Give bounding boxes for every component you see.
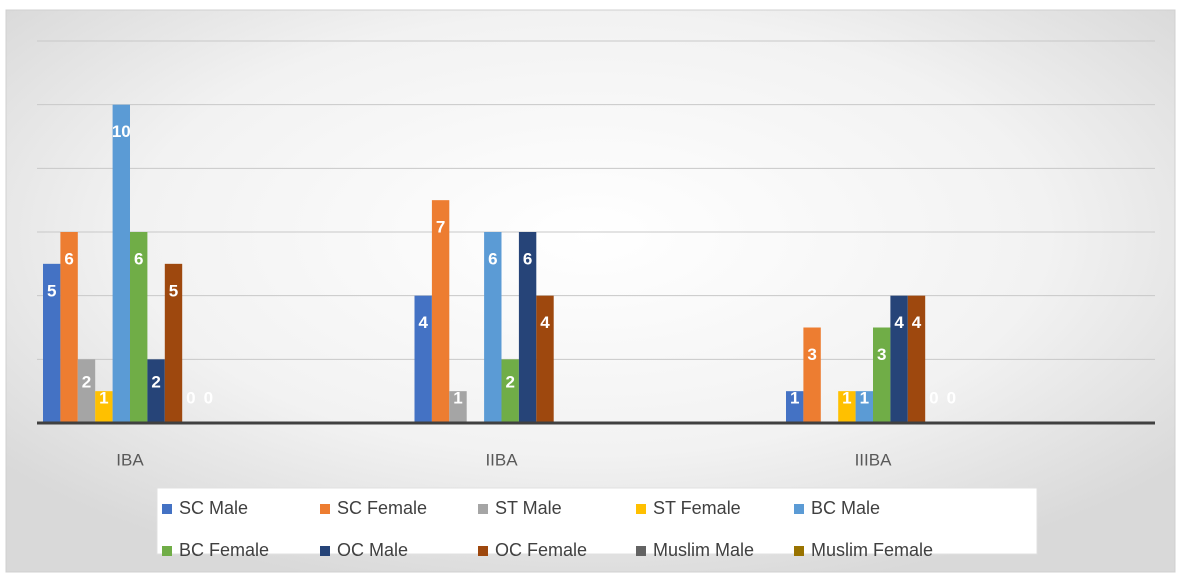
value-label: 4 <box>894 313 904 332</box>
legend-swatch <box>320 546 330 556</box>
value-label: 3 <box>807 345 816 364</box>
legend-label: Muslim Male <box>653 540 754 560</box>
value-label: 5 <box>47 281 56 300</box>
bar <box>449 391 467 423</box>
legend-box <box>156 487 1038 555</box>
bar <box>77 359 96 423</box>
value-label: 4 <box>540 313 550 332</box>
chart-area <box>5 9 1176 573</box>
value-label: 4 <box>418 313 428 332</box>
bar <box>518 232 537 423</box>
bar <box>112 104 130 424</box>
value-label: 0 <box>929 388 938 407</box>
legend-label: Muslim Female <box>811 540 933 560</box>
value-label: 1 <box>842 389 851 408</box>
value-label: 1 <box>790 389 799 408</box>
legend-label: BC Male <box>811 498 880 518</box>
x-tick-label: IIBA <box>485 450 518 469</box>
bar <box>803 327 821 423</box>
bar <box>536 295 554 423</box>
legend-swatch <box>794 504 804 514</box>
legend-label: BC Female <box>179 540 269 560</box>
bar <box>130 232 148 423</box>
legend-label: ST Male <box>495 498 562 518</box>
value-label: 6 <box>488 249 497 268</box>
legend-swatch <box>794 546 804 556</box>
bar <box>43 263 61 423</box>
legend-swatch <box>162 546 172 556</box>
x-tick-label: IBA <box>116 450 144 469</box>
value-label: 2 <box>82 373 91 392</box>
bar <box>147 359 165 423</box>
bar <box>855 391 873 423</box>
value-label: 7 <box>436 218 445 237</box>
bar <box>414 295 432 423</box>
value-label: 0 <box>186 388 195 407</box>
value-label: 1 <box>99 389 108 408</box>
bar <box>907 295 926 423</box>
value-label: 1 <box>453 389 462 408</box>
value-label: 0 <box>204 388 213 407</box>
legend-swatch <box>162 504 172 514</box>
bar <box>786 391 804 423</box>
bar <box>838 391 856 423</box>
value-label: 4 <box>912 313 922 332</box>
value-label: 2 <box>505 373 514 392</box>
bar <box>501 359 519 423</box>
legend-label: SC Male <box>179 498 248 518</box>
legend-swatch <box>636 546 646 556</box>
value-label: 6 <box>64 249 73 268</box>
bar <box>164 263 183 423</box>
legend-swatch <box>478 546 488 556</box>
value-label: 10 <box>112 122 131 141</box>
bar <box>60 232 78 423</box>
value-label: 3 <box>877 345 886 364</box>
bar <box>484 232 502 423</box>
legend-label: OC Male <box>337 540 408 560</box>
bar <box>431 200 450 423</box>
value-label: 6 <box>134 249 143 268</box>
bar <box>95 391 113 423</box>
legend-swatch <box>320 504 330 514</box>
legend-label: ST Female <box>653 498 741 518</box>
value-label: 0 <box>947 388 956 407</box>
legend-label: OC Female <box>495 540 587 560</box>
bar <box>890 295 908 423</box>
value-label: 6 <box>523 249 532 268</box>
value-label: 2 <box>151 373 160 392</box>
legend-swatch <box>478 504 488 514</box>
bar <box>873 327 891 423</box>
legend-label: SC Female <box>337 498 427 518</box>
value-label: 5 <box>169 281 178 300</box>
legend-swatch <box>636 504 646 514</box>
x-tick-label: IIIBA <box>855 450 893 469</box>
value-label: 1 <box>860 389 869 408</box>
